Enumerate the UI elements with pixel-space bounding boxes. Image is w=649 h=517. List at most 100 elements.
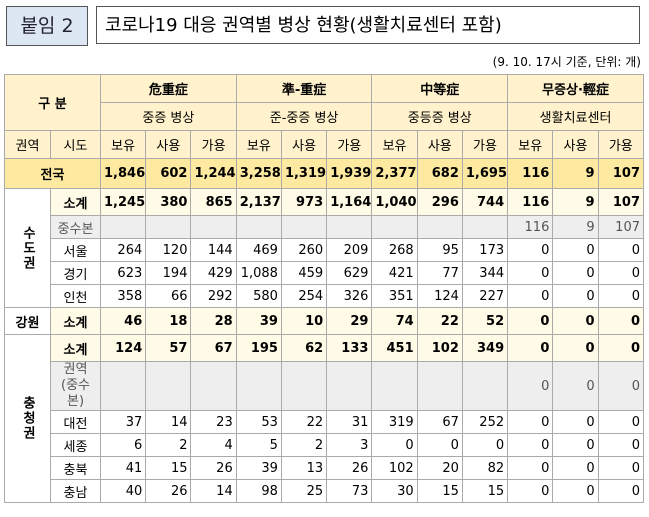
value-cell: 0 xyxy=(507,238,554,262)
value-cell: 0 xyxy=(552,261,599,285)
group-name: 準-重症 xyxy=(235,74,373,103)
value-cell: 744 xyxy=(461,188,509,216)
value-cell: 22 xyxy=(416,307,463,335)
col-head: 사용 xyxy=(552,130,599,159)
value-cell: 39 xyxy=(235,307,282,335)
value-cell: 260 xyxy=(280,238,328,262)
value-cell: 2 xyxy=(145,433,192,457)
row-label: 소계 xyxy=(49,188,102,216)
row: 중증 병상 준-중증 병상 중등증 병상 생활치료센터 xyxy=(5,102,644,131)
value-cell: 6 xyxy=(100,433,147,457)
value-cell: 20 xyxy=(416,456,463,480)
value-cell: 1,319 xyxy=(280,158,328,189)
value-cell: 0 xyxy=(507,361,554,411)
value-cell: 9 xyxy=(552,188,599,216)
row: 수도권 소계 1,245 380 865 2,137 973 1,164 1,040 296 744… xyxy=(4,188,645,308)
col-head: 사용 xyxy=(416,130,463,159)
value-cell: 0 xyxy=(597,284,645,308)
value-cell: 116 xyxy=(507,215,554,239)
value-cell: 0 xyxy=(371,433,418,457)
value-cell: 580 xyxy=(235,284,282,308)
value-cell: 1,040 xyxy=(371,188,418,216)
row-label: 대전 xyxy=(49,410,102,434)
value-cell: 107 xyxy=(597,158,645,189)
row: 권역 (중수본) 0 0 0 xyxy=(5,361,645,411)
row: 구 분 危重症 準-重症 中等症 무증상·輕症 xyxy=(3,74,644,131)
value-cell: 0 xyxy=(507,307,554,335)
value-cell: 102 xyxy=(416,334,463,362)
value-cell: 0 xyxy=(507,456,554,480)
region-label: 충청권 xyxy=(4,334,51,503)
value-cell: 107 xyxy=(597,215,645,239)
value-cell: 0 xyxy=(552,284,599,308)
value-cell: 173 xyxy=(461,238,509,262)
value-cell: 53 xyxy=(235,410,282,434)
value-cell: 18 xyxy=(145,307,192,335)
value-cell: 102 xyxy=(371,456,418,480)
value-cell: 0 xyxy=(597,334,645,362)
value-cell: 25 xyxy=(280,479,328,503)
value-cell: 0 xyxy=(507,284,554,308)
value-cell: 73 xyxy=(326,479,373,503)
row: 충청권 소계 124 57 67 195 62 133 451 102 349 0 0 0 xyxy=(4,334,645,503)
empty-cell xyxy=(145,361,192,411)
value-cell: 0 xyxy=(552,479,599,503)
value-cell: 1,164 xyxy=(326,188,373,216)
col-head: 보유 xyxy=(100,130,147,159)
row-label: 소계 xyxy=(49,307,102,335)
row-label: 소계 xyxy=(49,334,102,362)
value-cell: 3 xyxy=(326,433,373,457)
value-cell: 98 xyxy=(235,479,282,503)
value-cell: 2,377 xyxy=(371,158,418,189)
col-head: 보유 xyxy=(371,130,418,159)
value-cell: 292 xyxy=(190,284,237,308)
value-cell: 57 xyxy=(145,334,192,362)
value-cell: 13 xyxy=(280,456,328,480)
value-cell: 351 xyxy=(371,284,418,308)
value-cell: 77 xyxy=(416,261,463,285)
value-cell: 0 xyxy=(552,361,599,411)
value-cell: 344 xyxy=(461,261,509,285)
note: (9. 10. 17시 기준, 단위: 개) xyxy=(492,55,641,69)
value-cell: 52 xyxy=(461,307,509,335)
group-name: 무증상·輕症 xyxy=(507,74,644,103)
row-label: 권역 (중수본) xyxy=(49,361,102,411)
value-cell: 227 xyxy=(461,284,509,308)
corner: 구 분 xyxy=(3,74,102,131)
group-name: 危重症 xyxy=(100,74,237,103)
value-cell: 865 xyxy=(190,188,237,216)
value-cell: 451 xyxy=(371,334,418,362)
empty-cell xyxy=(416,361,463,411)
row: 세종 6 2 4 5 2 3 0 0 0 0 0 0 xyxy=(5,433,645,457)
empty-cell xyxy=(280,215,328,239)
value-cell: 469 xyxy=(235,238,282,262)
value-cell: 0 xyxy=(597,238,645,262)
value-cell: 0 xyxy=(597,479,645,503)
group-sub: 중등증 병상 xyxy=(371,102,509,131)
value-cell: 319 xyxy=(371,410,418,434)
value-cell: 0 xyxy=(507,334,554,362)
value-cell: 0 xyxy=(552,307,599,335)
group-name: 中等症 xyxy=(371,74,509,103)
value-cell: 1,245 xyxy=(100,188,147,216)
value-cell: 0 xyxy=(461,433,509,457)
row: 전국 1,846 602 1,244 3,258 1,319 1,939 2,377 682 1,… xyxy=(3,158,645,189)
empty-cell xyxy=(190,215,237,239)
value-cell: 74 xyxy=(371,307,418,335)
value-cell: 67 xyxy=(190,334,237,362)
empty-cell xyxy=(145,215,192,239)
row: 강원 소계 46 18 28 39 10 29 74 22 52 0 0 0 xyxy=(4,307,645,335)
value-cell: 0 xyxy=(597,456,645,480)
value-cell: 116 xyxy=(507,188,554,216)
value-cell: 15 xyxy=(145,456,192,480)
group-sub: 중증 병상 xyxy=(100,102,237,131)
col-head: 시도 xyxy=(49,130,102,159)
col-head: 가용 xyxy=(597,130,645,159)
row: 인천 358 66 292 580 254 326 351 124 227 0 0 0 xyxy=(5,284,645,308)
value-cell: 124 xyxy=(100,334,147,362)
col-head: 가용 xyxy=(326,130,373,159)
value-cell: 4 xyxy=(190,433,237,457)
value-cell: 0 xyxy=(507,410,554,434)
value-cell: 15 xyxy=(461,479,509,503)
